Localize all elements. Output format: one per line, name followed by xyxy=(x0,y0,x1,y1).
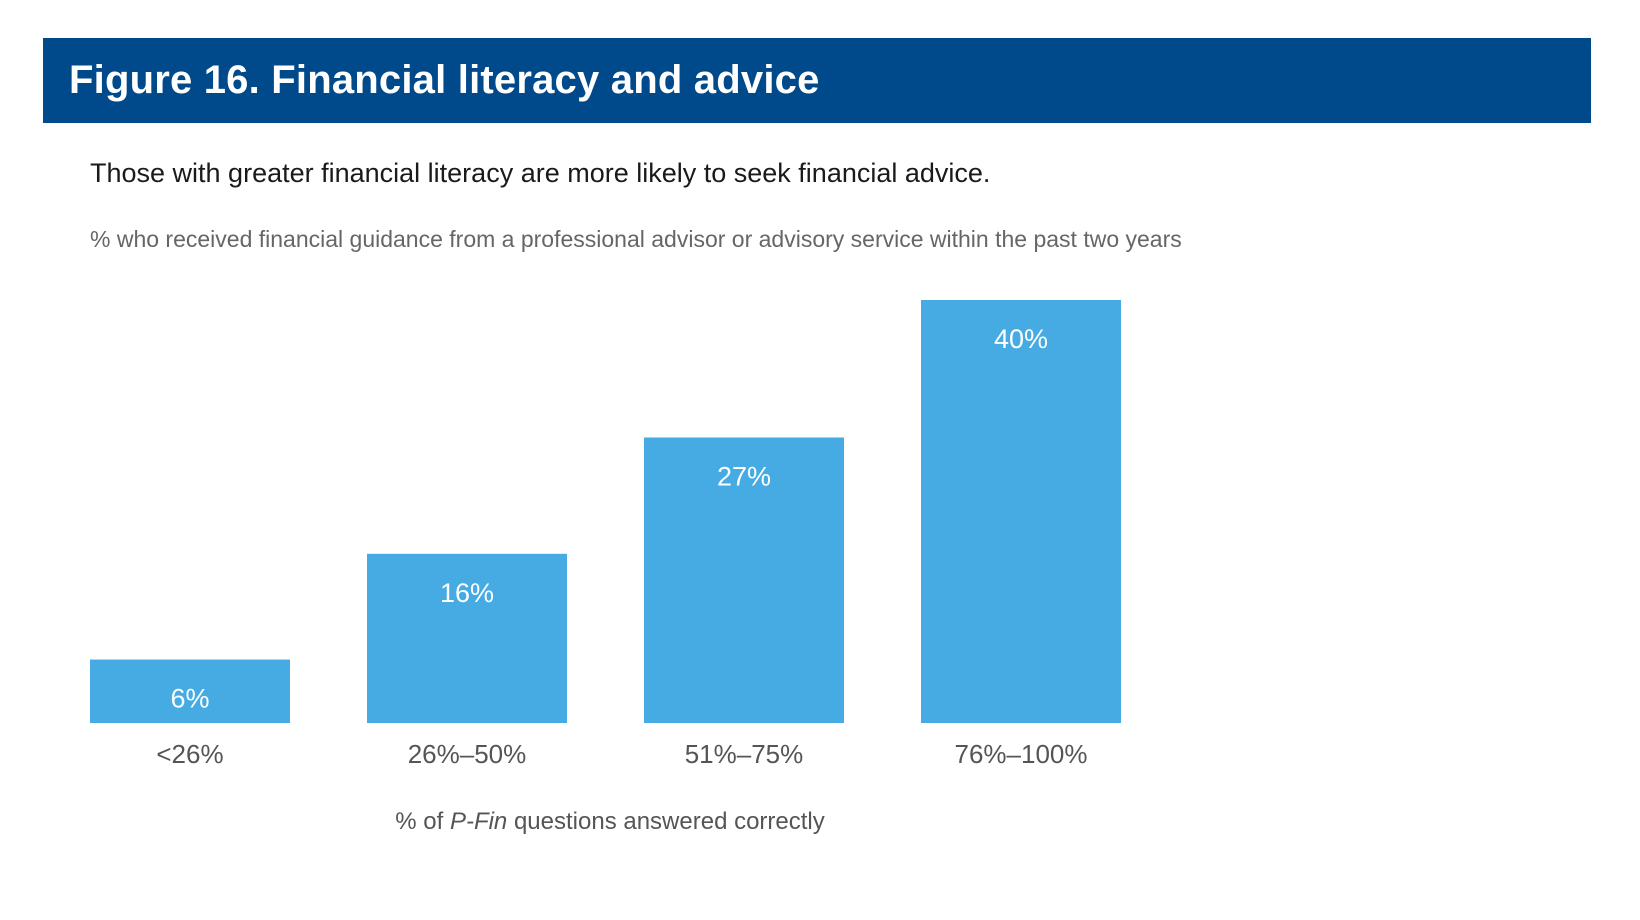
bar-1 xyxy=(90,659,290,723)
x-axis-title-suffix: questions answered correctly xyxy=(507,808,825,835)
bar-2 xyxy=(367,553,567,723)
bar-3 xyxy=(644,437,844,723)
bar-value-label-2: 16% xyxy=(440,578,494,608)
x-tick-label-4: 76%–100% xyxy=(955,739,1088,769)
x-axis-title: % of P-Fin questions answered correctly xyxy=(40,808,1180,836)
bar-value-label-1: 6% xyxy=(170,684,209,714)
x-tick-label-3: 51%–75% xyxy=(685,739,804,769)
x-axis-title-italic: P-Fin xyxy=(449,808,508,835)
x-axis-title-prefix: % of xyxy=(395,808,450,835)
measure-label: % who received financial guidance from a… xyxy=(90,226,1182,252)
bar-value-label-4: 40% xyxy=(994,324,1048,354)
bar-value-label-3: 27% xyxy=(717,461,771,491)
chart-subtitle: Those with greater financial literacy ar… xyxy=(90,158,991,188)
x-tick-label-2: 26%–50% xyxy=(408,739,527,769)
title-bar: Figure 16. Financial literacy and advice xyxy=(43,38,1591,123)
bar-4 xyxy=(921,300,1121,723)
chart-title: Figure 16. Financial literacy and advice xyxy=(69,58,820,102)
x-tick-label-1: <26% xyxy=(156,739,223,769)
